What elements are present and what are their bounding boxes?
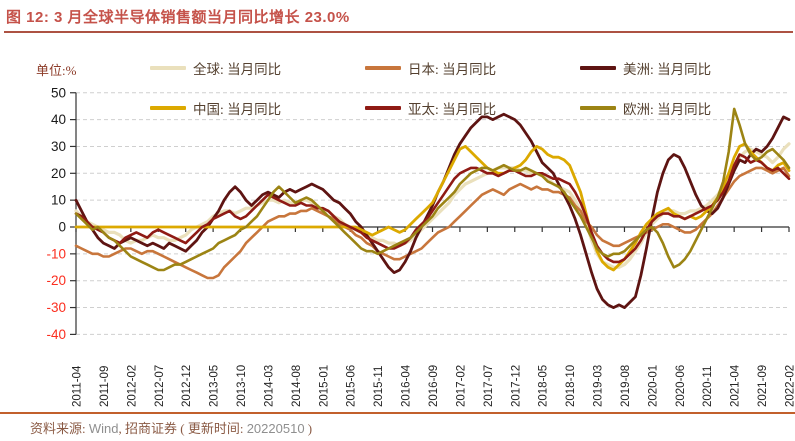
legend-line-swatch xyxy=(365,106,401,110)
x-tick-label: 2015-06 xyxy=(346,365,358,407)
x-tick-label: 2021-09 xyxy=(757,365,769,407)
legend-label: 亚太: 当月同比 xyxy=(408,102,497,117)
legend-line-swatch xyxy=(150,66,186,70)
legend-item: 亚太: 当月同比 xyxy=(365,98,580,118)
legend-label: 中国: 当月同比 xyxy=(193,102,282,117)
x-tick-label: 2011-04 xyxy=(72,365,84,407)
y-tick-label: -20 xyxy=(46,273,66,288)
x-tick-label: 2016-04 xyxy=(401,364,413,407)
series-line-美洲: 当月同比 xyxy=(74,112,791,310)
legend-line-swatch xyxy=(150,106,186,110)
legend-row-1: 全球: 当月同比 日本: 当月同比 美洲: 当月同比 xyxy=(150,48,795,88)
x-tick-label: 2022-02 xyxy=(785,365,795,407)
source-note: 资料来源: Wind, 招商证券 ( 更新时间: 20220510 ) xyxy=(30,418,312,437)
legend-line-swatch xyxy=(580,66,616,70)
title-underline xyxy=(4,31,793,33)
legend-item: 美洲: 当月同比 xyxy=(580,58,795,78)
y-tick-label: 10 xyxy=(51,193,66,208)
x-tick-label: 2011-09 xyxy=(99,366,111,407)
legend-label: 全球: 当月同比 xyxy=(193,62,282,77)
source-prefix: 资料来源: xyxy=(30,421,89,436)
legend-item: 全球: 当月同比 xyxy=(150,58,365,78)
x-tick-label: 2014-08 xyxy=(291,365,303,407)
x-tick-label: 2016-09 xyxy=(428,365,440,407)
x-tick-label: 2014-03 xyxy=(263,365,275,407)
legend-row-2: 中国: 当月同比 亚太: 当月同比 欧洲: 当月同比 xyxy=(150,88,795,128)
y-tick-label: 50 xyxy=(51,85,66,100)
footer-divider xyxy=(0,412,795,414)
y-tick-label: -10 xyxy=(46,246,66,261)
legend-item: 中国: 当月同比 xyxy=(150,98,365,118)
y-tick-label: 40 xyxy=(51,112,66,127)
x-tick-label: 2013-05 xyxy=(209,365,221,407)
y-tick-label: -40 xyxy=(46,327,66,342)
chart-title: 图 12: 3 月全球半导体销售额当月同比增长 23.0% xyxy=(6,9,350,26)
series-line-欧洲: 当月同比 xyxy=(74,107,791,272)
legend-label: 日本: 当月同比 xyxy=(408,62,497,77)
x-tick-label: 2020-06 xyxy=(675,365,687,407)
x-tick-label: 2012-12 xyxy=(181,365,193,407)
legend-line-swatch xyxy=(580,106,616,110)
y-tick-label: -30 xyxy=(46,300,66,315)
source-name: Wind xyxy=(88,421,119,436)
x-tick-label: 2015-11 xyxy=(373,366,385,407)
x-tick-label: 2015-01 xyxy=(318,365,330,407)
series-line-亚太: 当月同比 xyxy=(74,153,791,264)
legend-item: 日本: 当月同比 xyxy=(365,58,580,78)
x-tick-label: 2017-02 xyxy=(455,365,467,407)
series-line-日本: 当月同比 xyxy=(74,166,791,280)
y-tick-label: 20 xyxy=(51,166,66,181)
x-tick-label: 2018-05 xyxy=(538,365,550,407)
x-tick-label: 2020-01 xyxy=(647,365,659,407)
x-tick-label: 2020-11 xyxy=(702,366,714,407)
x-tick-label: 2017-12 xyxy=(510,365,522,407)
x-tick-label: 2017-07 xyxy=(483,365,495,407)
x-tick-label: 2019-08 xyxy=(620,365,632,407)
x-tick-label: 2018-10 xyxy=(565,365,577,407)
y-axis-unit-label: 单位:% xyxy=(36,63,77,78)
legend-label: 美洲: 当月同比 xyxy=(623,62,712,77)
chart-legend: 全球: 当月同比 日本: 当月同比 美洲: 当月同比 中国: 当月同比 亚太: 当月同… xyxy=(150,48,795,128)
series-line-中国: 当月同比 xyxy=(74,142,791,272)
x-tick-label: 2019-03 xyxy=(593,365,605,407)
y-tick-label: 0 xyxy=(58,220,66,235)
legend-line-swatch xyxy=(365,66,401,70)
source-mid: , 招商证券 ( 更新时间: xyxy=(118,421,247,436)
y-tick-label: 30 xyxy=(51,139,66,154)
x-tick-label: 2012-02 xyxy=(126,365,138,407)
legend-label: 欧洲: 当月同比 xyxy=(623,102,712,117)
x-tick-label: 2012-07 xyxy=(154,365,166,407)
source-suffix: ) xyxy=(304,421,313,436)
x-tick-label: 2013-10 xyxy=(236,365,248,407)
x-tick-label: 2021-04 xyxy=(730,364,742,407)
legend-item: 欧洲: 当月同比 xyxy=(580,98,795,118)
update-date: 20220510 xyxy=(246,421,305,436)
